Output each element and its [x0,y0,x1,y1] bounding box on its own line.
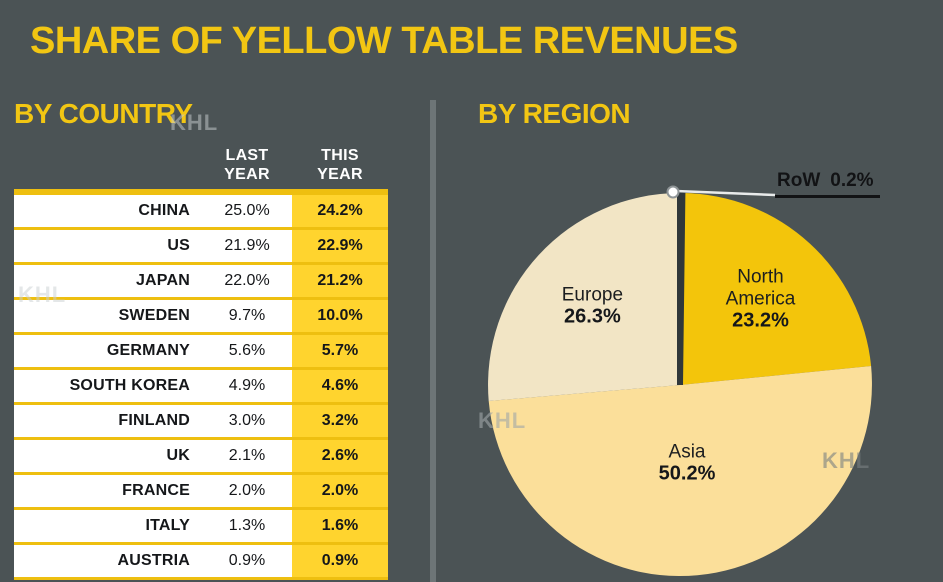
this-year-value: 2.6% [292,440,388,472]
last-year-value: 21.9% [202,230,292,262]
last-year-value: 2.0% [202,475,292,507]
country-table: LAST YEAR THIS YEAR CHINA 25.0% 24.2% US 21.… [14,140,388,580]
last-year-value: 0.9% [202,545,292,577]
country-name: SWEDEN [14,300,202,332]
country-name: GERMANY [14,335,202,367]
country-name: FINLAND [14,405,202,437]
last-year-value: 4.9% [202,370,292,402]
col-this-year: THIS YEAR [317,147,363,183]
last-year-value: 9.7% [202,300,292,332]
this-year-value: 1.6% [292,510,388,542]
last-year-value: 1.3% [202,510,292,542]
this-year-value: 0.9% [292,545,388,577]
pie-label: North [737,266,783,287]
this-year-value: 21.2% [292,265,388,297]
last-year-value: 5.6% [202,335,292,367]
table-row: ITALY 1.3% 1.6% [14,510,388,545]
by-region-heading: BY REGION [478,98,631,129]
country-name: US [14,230,202,262]
country-name: CHINA [14,195,202,227]
last-year-value: 22.0% [202,265,292,297]
country-name: AUSTRIA [14,545,202,577]
table-row: FRANCE 2.0% 2.0% [14,475,388,510]
this-year-value: 24.2% [292,195,388,227]
row-callout-label: RoW 0.2% [775,170,880,198]
pie-label: Asia [669,442,706,463]
country-name: JAPAN [14,265,202,297]
last-year-value: 25.0% [202,195,292,227]
last-year-value: 3.0% [202,405,292,437]
country-name: SOUTH KOREA [14,370,202,402]
table-row: JAPAN 22.0% 21.2% [14,265,388,300]
callout-dot [666,185,680,199]
by-country-heading: BY COUNTRY [14,98,193,129]
table-row: US 21.9% 22.9% [14,230,388,265]
last-year-value: 2.1% [202,440,292,472]
table-row: SWEDEN 9.7% 10.0% [14,300,388,335]
pie-label: 26.3% [564,305,621,327]
callout-name: RoW [777,170,821,191]
pie-label: America [726,288,796,309]
this-year-value: 10.0% [292,300,388,332]
this-year-value: 4.6% [292,370,388,402]
callout-line [675,189,776,197]
this-year-value: 5.7% [292,335,388,367]
country-name: UK [14,440,202,472]
section-divider [430,100,436,582]
col-last-year: LAST YEAR [224,147,270,183]
this-year-value: 22.9% [292,230,388,262]
table-body: CHINA 25.0% 24.2% US 21.9% 22.9% JAPAN 22.0% 21.… [14,195,388,580]
callout-value: 0.2% [830,170,874,191]
col-country [14,142,202,186]
table-header: LAST YEAR THIS YEAR [14,142,388,186]
table-row: UK 2.1% 2.6% [14,440,388,475]
country-name: ITALY [14,510,202,542]
table-row: CHINA 25.0% 24.2% [14,195,388,230]
table-row: FINLAND 3.0% 3.2% [14,405,388,440]
pie-label: 50.2% [659,463,716,485]
pie-label: 23.2% [732,309,789,331]
table-row: SOUTH KOREA 4.9% 4.6% [14,370,388,405]
table-row: AUSTRIA 0.9% 0.9% [14,545,388,580]
pie-slice-asia [488,366,872,577]
pie-label: Europe [562,284,623,305]
table-top-rule [14,189,388,195]
pie-slices [488,189,872,577]
pie-slice-row [677,189,686,386]
table-row: GERMANY 5.6% 5.7% [14,335,388,370]
this-year-value: 3.2% [292,405,388,437]
country-name: FRANCE [14,475,202,507]
page-title: SHARE OF YELLOW TABLE REVENUES [30,20,738,62]
pie-slice-europe [488,193,680,401]
pie-slice-north-america [680,193,872,385]
this-year-value: 2.0% [292,475,388,507]
